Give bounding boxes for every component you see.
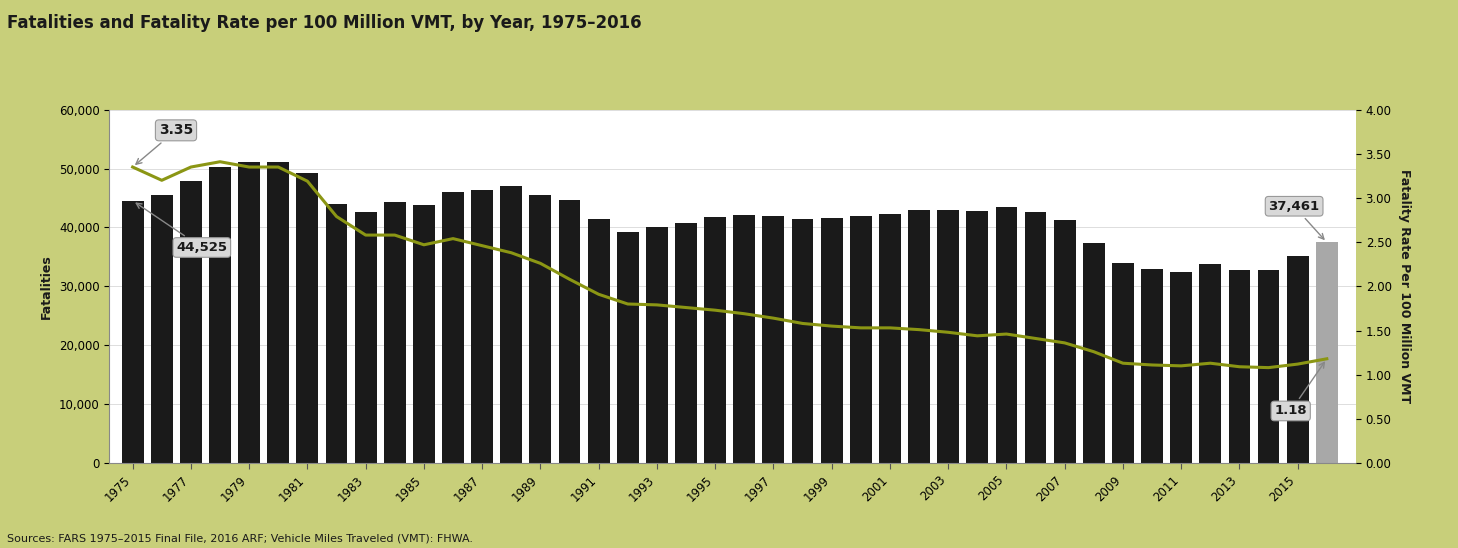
Bar [821, 218, 843, 463]
Text: 1.18: 1.18 [1274, 362, 1324, 418]
Bar [1054, 220, 1076, 463]
Bar [150, 195, 172, 463]
Bar [238, 162, 260, 463]
Text: 37,461: 37,461 [1268, 200, 1324, 239]
Bar [500, 186, 522, 463]
Bar [908, 210, 930, 463]
Bar [733, 215, 755, 463]
Bar [179, 181, 201, 463]
Bar [1112, 264, 1134, 463]
Bar [588, 219, 609, 463]
Bar [354, 212, 376, 463]
Bar [529, 195, 551, 463]
Bar [937, 210, 959, 463]
Bar [442, 192, 464, 463]
Bar [704, 216, 726, 463]
Bar [617, 232, 639, 463]
Bar [1317, 242, 1338, 463]
Y-axis label: Fatality Rate Per 100 Million VMT: Fatality Rate Per 100 Million VMT [1398, 169, 1411, 403]
Bar [296, 173, 318, 463]
Bar [1142, 269, 1163, 463]
Bar [1171, 272, 1193, 463]
Text: Sources: FARS 1975–2015 Final File, 2016 ARF; Vehicle Miles Traveled (VMT): FHWA: Sources: FARS 1975–2015 Final File, 2016… [7, 534, 474, 544]
Bar [879, 214, 901, 463]
Bar [1083, 243, 1105, 463]
Bar [1258, 270, 1280, 463]
Bar [208, 167, 230, 463]
Bar [967, 211, 989, 463]
Bar [1229, 270, 1251, 463]
Bar [121, 201, 143, 463]
Bar [1025, 212, 1047, 463]
Bar [471, 190, 493, 463]
Bar [850, 216, 872, 463]
Bar [1287, 256, 1309, 463]
Bar [1200, 264, 1222, 463]
Bar [267, 162, 289, 463]
Bar [383, 202, 405, 463]
Bar [996, 207, 1018, 463]
Text: Fatalities and Fatality Rate per 100 Million VMT, by Year, 1975–2016: Fatalities and Fatality Rate per 100 Mil… [7, 14, 642, 32]
Text: 44,525: 44,525 [136, 203, 227, 254]
Bar [646, 226, 668, 463]
Bar [325, 204, 347, 463]
Bar [792, 219, 814, 463]
Y-axis label: Fatalities: Fatalities [41, 254, 54, 319]
Bar [763, 215, 784, 463]
Bar [558, 201, 580, 463]
Text: 3.35: 3.35 [136, 123, 192, 164]
Bar [675, 223, 697, 463]
Bar [413, 205, 434, 463]
